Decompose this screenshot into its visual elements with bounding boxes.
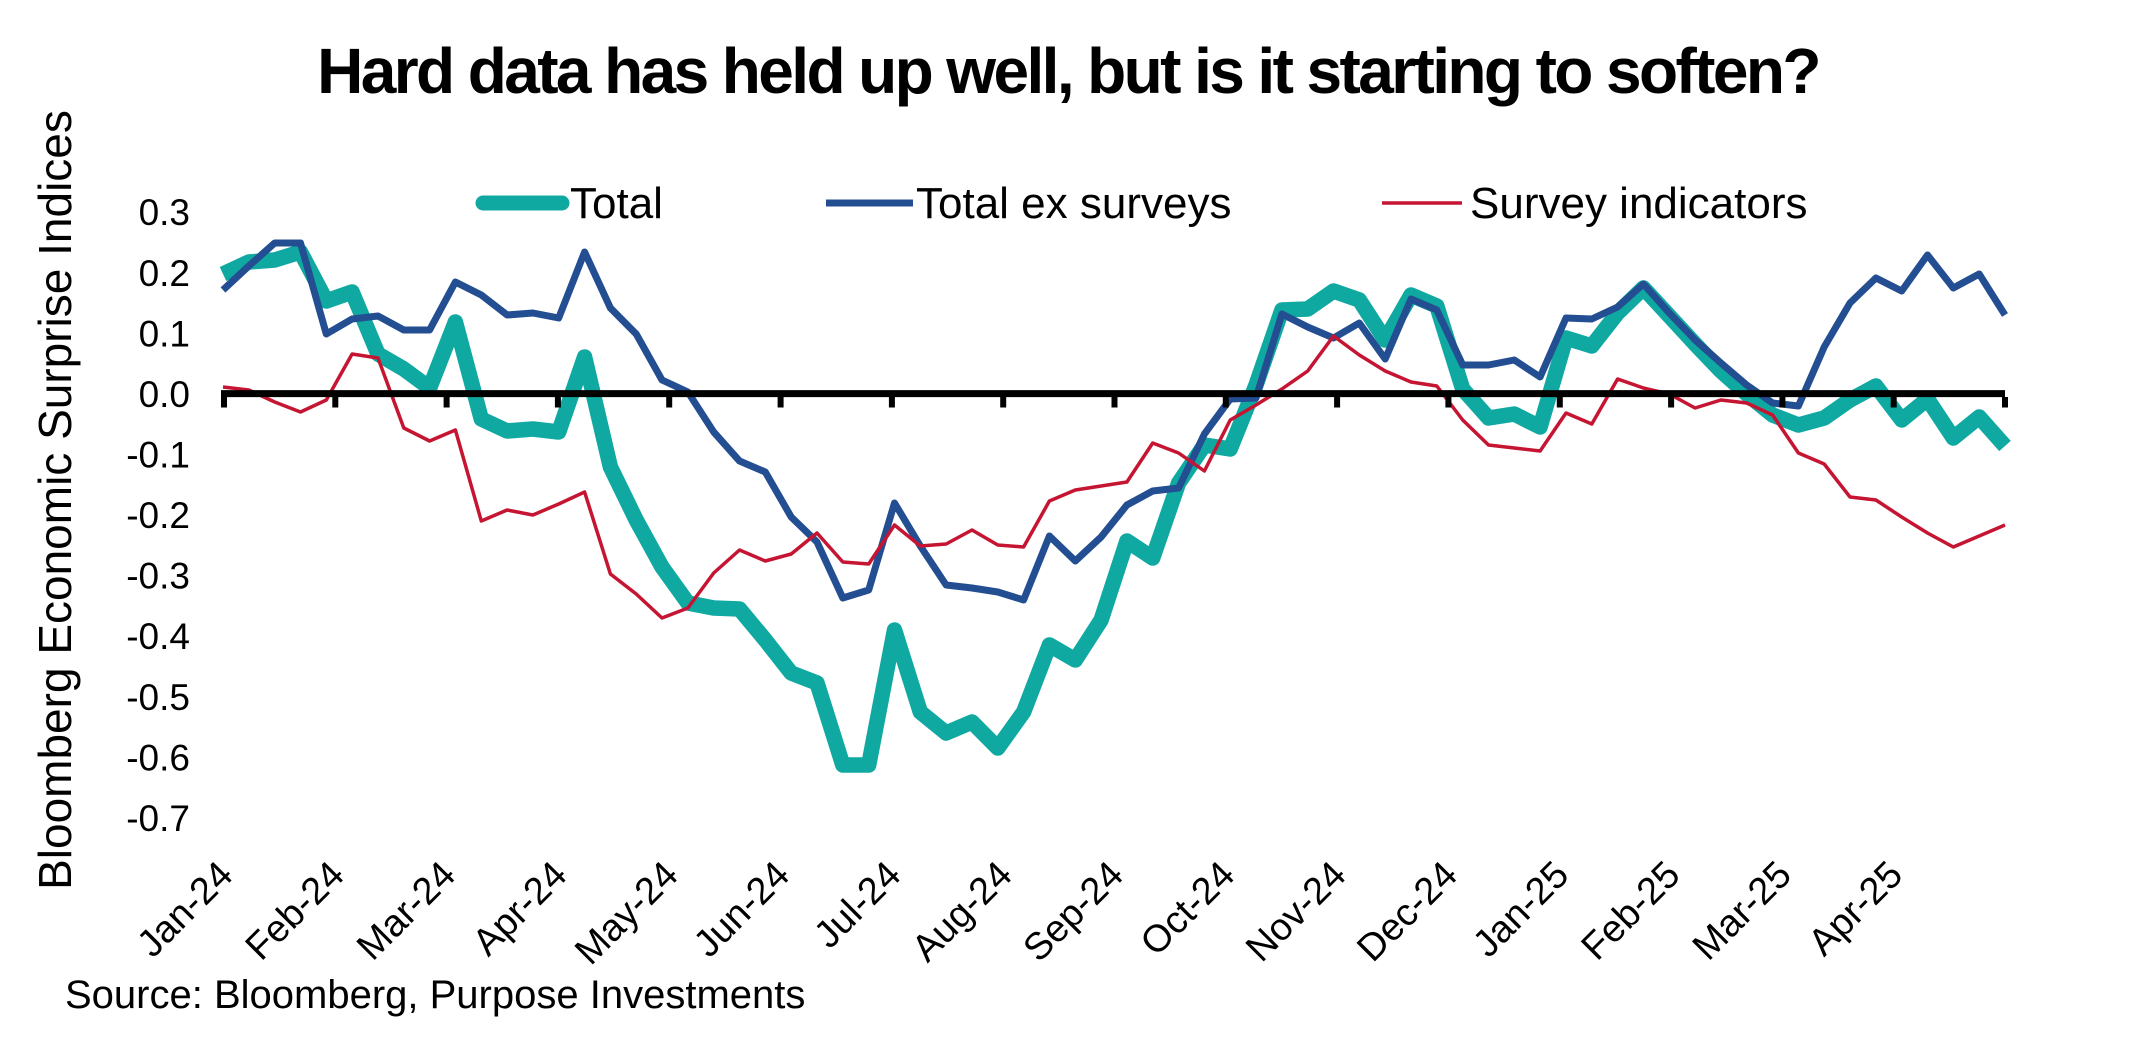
svg-text:0.0: 0.0 (139, 374, 190, 415)
svg-text:Total: Total (570, 179, 663, 228)
svg-text:-0.5: -0.5 (126, 677, 190, 718)
svg-text:-0.3: -0.3 (126, 556, 190, 597)
svg-text:0.1: 0.1 (139, 314, 190, 355)
svg-text:Bloomberg Economic Surprise In: Bloomberg Economic Surprise Indices (29, 110, 81, 890)
svg-text:-0.1: -0.1 (126, 435, 190, 476)
svg-text:0.3: 0.3 (139, 192, 190, 233)
svg-text:-0.2: -0.2 (126, 495, 190, 536)
svg-text:0.2: 0.2 (139, 253, 190, 294)
svg-text:-0.7: -0.7 (126, 798, 190, 839)
svg-text:Survey indicators: Survey indicators (1470, 179, 1807, 228)
svg-text:Hard data has held up well, bu: Hard data has held up well, but is it st… (317, 35, 1819, 107)
svg-text:-0.6: -0.6 (126, 738, 190, 779)
svg-text:Total ex surveys: Total ex surveys (916, 179, 1231, 228)
svg-text:Source: Bloomberg, Purpose Inv: Source: Bloomberg, Purpose Investments (65, 973, 805, 1017)
svg-text:-0.4: -0.4 (126, 616, 190, 657)
